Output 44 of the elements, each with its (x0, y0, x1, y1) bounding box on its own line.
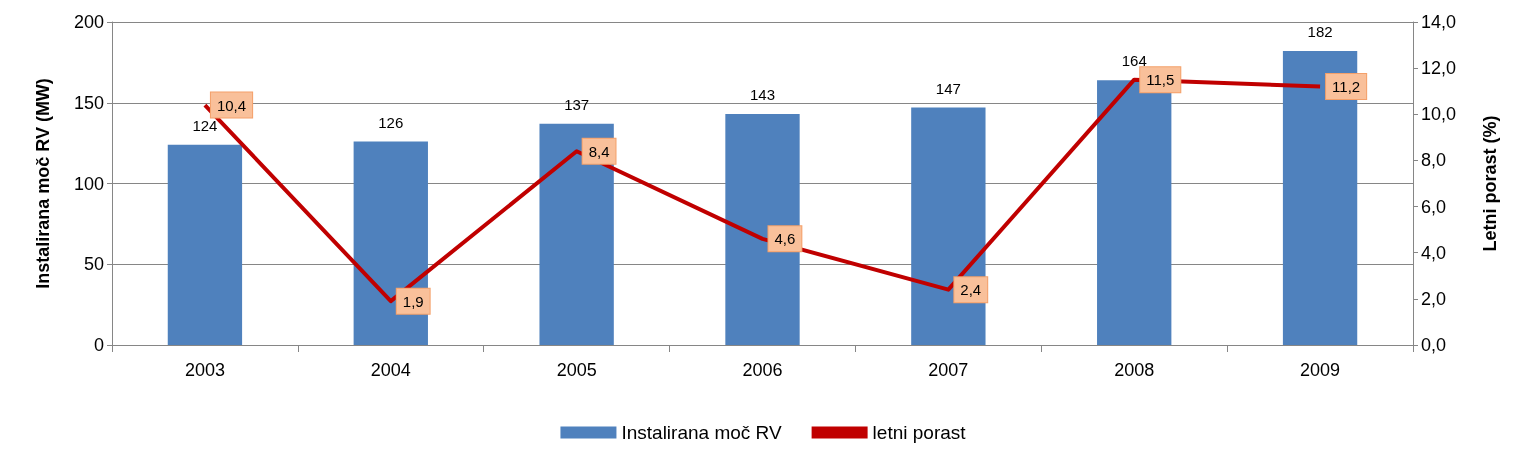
y2-tick-label: 12,0 (1421, 58, 1457, 79)
data-label: 137 (564, 95, 590, 113)
x-tick-label: 2006 (742, 360, 783, 380)
bar (167, 144, 243, 345)
data-label: 1,9 (402, 292, 424, 310)
y2-axis-title: Letni porast (%) (1480, 115, 1500, 252)
data-label: 126 (378, 113, 404, 131)
x-tick-label: 2008 (1114, 360, 1155, 380)
x-tick-label: 2003 (184, 360, 225, 380)
data-label: 2,4 (960, 281, 982, 299)
y2-tick-label: 4,0 (1421, 242, 1447, 263)
bar (725, 114, 800, 345)
data-label: 11,2 (1332, 78, 1361, 96)
data-label: 10,4 (216, 96, 247, 114)
bar (353, 141, 428, 345)
y-tick-label: 200 (73, 12, 104, 32)
y2-tick-label: 14,0 (1421, 12, 1457, 32)
bar (1282, 51, 1358, 345)
legend-label: letni porast (872, 422, 967, 443)
bar (539, 123, 614, 345)
x-tick-label: 2007 (928, 360, 969, 380)
data-label: 164 (1121, 52, 1147, 70)
y2-tick-label: 2,0 (1421, 288, 1447, 309)
y-tick-label: 0 (93, 335, 104, 355)
y2-tick-label: 10,0 (1421, 104, 1457, 125)
y-axis-title: Instalirana moč RV (MW) (33, 78, 53, 289)
data-label: 8,4 (588, 142, 610, 160)
x-tick-label: 2009 (1300, 360, 1341, 380)
data-label: 124 (192, 116, 218, 134)
y-tick-label: 150 (73, 92, 104, 113)
legend-label: Instalirana moč RV (621, 422, 782, 443)
y2-tick-label: 8,0 (1421, 150, 1447, 171)
bar (911, 107, 986, 345)
data-label: 11,5 (1146, 71, 1175, 89)
x-tick-label: 2004 (370, 360, 411, 380)
data-label: 147 (935, 79, 961, 97)
y2-tick-label: 0,0 (1421, 335, 1447, 355)
data-label: 4,6 (774, 230, 796, 248)
y-tick-label: 50 (83, 254, 104, 275)
y2-tick-label: 6,0 (1421, 196, 1447, 217)
data-label: 182 (1307, 23, 1333, 41)
x-tick-label: 2005 (556, 360, 597, 380)
y-tick-label: 100 (73, 173, 104, 194)
data-label: 143 (749, 86, 776, 104)
